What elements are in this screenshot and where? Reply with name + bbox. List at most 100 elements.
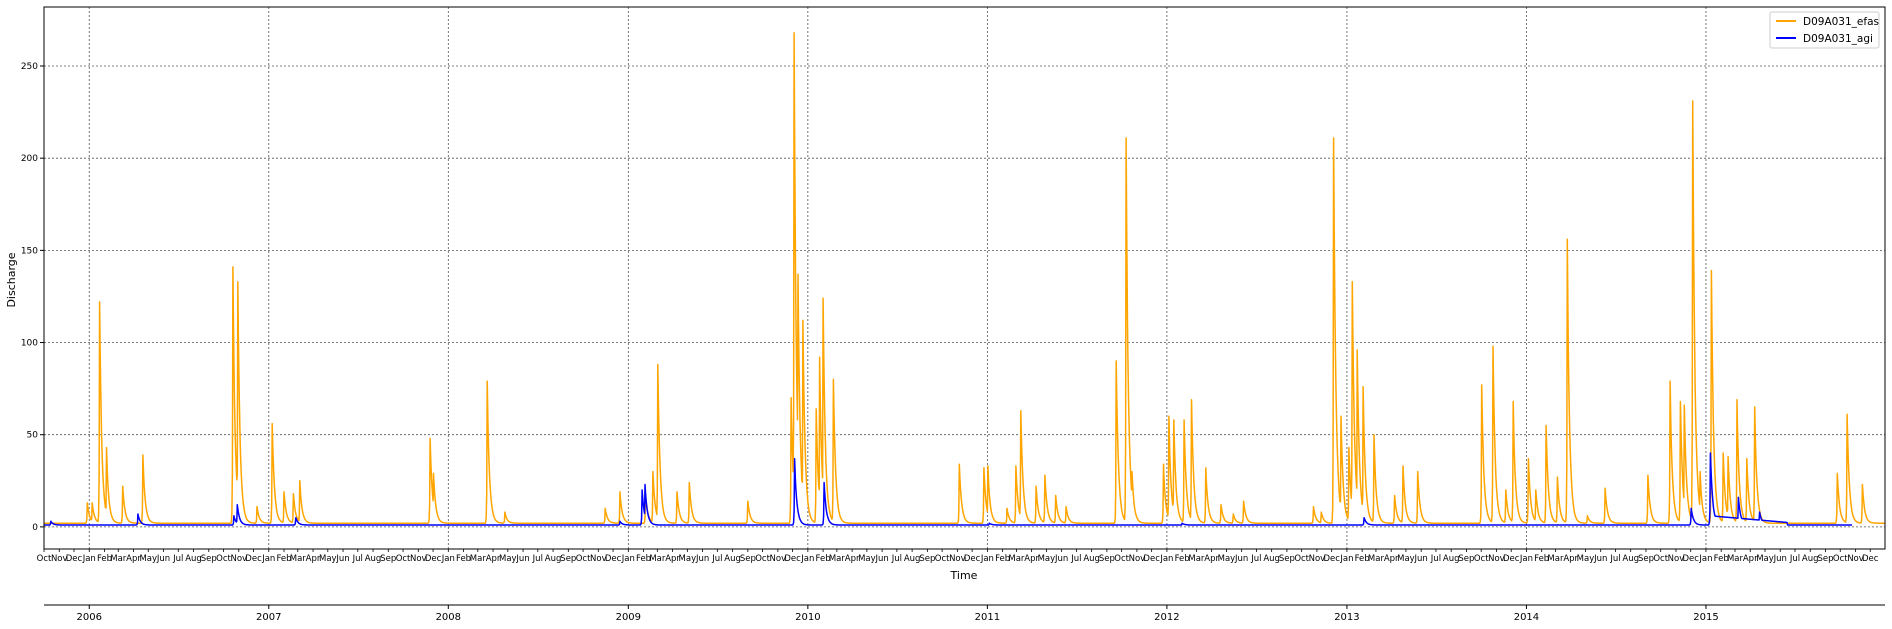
x-month-label: Jul: [1789, 554, 1800, 564]
x-month-label: Oct: [216, 554, 231, 564]
x-month-label: Sep: [560, 554, 576, 564]
x-month-label: Jan: [1698, 554, 1712, 564]
x-year-label: 2007: [256, 612, 281, 623]
x-month-label: Aug: [365, 554, 382, 564]
x-month-label: Aug: [1802, 554, 1819, 564]
x-month-label: Dec: [66, 554, 83, 564]
x-month-label: Jan: [980, 554, 994, 564]
x-month-label: Aug: [1083, 554, 1100, 564]
x-month-label: Sep: [1279, 554, 1295, 564]
x-month-label: Apr: [1024, 554, 1039, 564]
series-layer: [43, 32, 1886, 526]
x-month-label: Jul: [711, 554, 722, 564]
x-month-label: Jun: [515, 554, 529, 564]
x-month-label: Nov: [770, 554, 787, 564]
x-month-label: Jul: [891, 554, 902, 564]
x-month-label: Jul: [1430, 554, 1441, 564]
x-month-label: Nov: [1668, 554, 1685, 564]
x-month-label: May: [499, 554, 517, 564]
x-month-label: Nov: [590, 554, 607, 564]
legend-label-agi: D09A031_agi: [1803, 33, 1873, 45]
grid-lines: [44, 7, 1885, 549]
x-month-label: Nov: [1488, 554, 1505, 564]
x-year-label: 2014: [1514, 612, 1539, 623]
x-month-label: Sep: [380, 554, 396, 564]
x-month-label: Jun: [1234, 554, 1248, 564]
x-month-label: Mar: [110, 554, 127, 564]
y-axis-label: Discharge: [5, 252, 18, 307]
x-month-label: Jan: [441, 554, 455, 564]
x-month-label: Dec: [784, 554, 801, 564]
x-year-label: 2008: [436, 612, 461, 623]
x-month-label: Feb: [276, 554, 291, 564]
x-month-label: Oct: [1294, 554, 1309, 564]
x-month-label: May: [1756, 554, 1774, 564]
x-month-label: Nov: [230, 554, 247, 564]
x-month-label: May: [1038, 554, 1056, 564]
x-month-label: Jul: [1070, 554, 1081, 564]
x-month-label: Sep: [1817, 554, 1833, 564]
x-month-label: Mar: [1727, 554, 1744, 564]
x-month-label: Jan: [621, 554, 635, 564]
x-month-label: Aug: [1622, 554, 1639, 564]
x-month-label: Mar: [1547, 554, 1564, 564]
x-month-label: Mar: [290, 554, 307, 564]
x-month-label: Jul: [1250, 554, 1261, 564]
x-month-label: Oct: [396, 554, 411, 564]
x-month-label: Jan: [1519, 554, 1533, 564]
x-axis-years: 2006 2007 2008 2009 2010 2011 2012 2013 2014 2015: [77, 605, 1719, 623]
y-tick-label: 50: [27, 431, 39, 441]
x-month-label: Feb: [456, 554, 471, 564]
x-month-label: Jan: [800, 554, 814, 564]
x-year-label: 2010: [795, 612, 820, 623]
x-month-label: Aug: [904, 554, 921, 564]
x-month-label: Jun: [156, 554, 170, 564]
x-month-label: Dec: [1682, 554, 1699, 564]
x-month-label: Oct: [1114, 554, 1129, 564]
x-month-label: Nov: [1129, 554, 1146, 564]
x-month-label: Oct: [755, 554, 770, 564]
x-month-label: Apr: [1384, 554, 1399, 564]
legend-box: [1769, 11, 1880, 49]
x-month-label: Jun: [1054, 554, 1068, 564]
x-month-label: May: [679, 554, 697, 564]
x-month-label: Feb: [97, 554, 112, 564]
x-month-label: Dec: [605, 554, 622, 564]
x-month-label: Mar: [1008, 554, 1025, 564]
x-month-label: Nov: [51, 554, 68, 564]
x-month-label: Apr: [306, 554, 321, 564]
x-year-label: 2006: [77, 612, 102, 623]
x-month-label: Dec: [1323, 554, 1340, 564]
x-month-label: May: [1397, 554, 1415, 564]
x-month-label: Nov: [1309, 554, 1326, 564]
x-month-label: Aug: [545, 554, 562, 564]
x-month-label: Feb: [1355, 554, 1370, 564]
x-month-label: Apr: [1743, 554, 1758, 564]
x-month-label: Aug: [1263, 554, 1280, 564]
x-month-label: Nov: [1847, 554, 1864, 564]
x-month-label: Sep: [1099, 554, 1115, 564]
x-month-label: May: [858, 554, 876, 564]
x-month-label: Nov: [949, 554, 966, 564]
x-month-label: Sep: [1638, 554, 1654, 564]
x-axis-label: Time: [950, 569, 978, 582]
x-month-label: Jun: [1773, 554, 1787, 564]
x-month-label: Jan: [1339, 554, 1353, 564]
series-line-efas: [43, 32, 1886, 524]
x-month-label: Jul: [532, 554, 543, 564]
x-month-label: Apr: [1204, 554, 1219, 564]
x-year-label: 2013: [1334, 612, 1359, 623]
x-month-label: Apr: [126, 554, 141, 564]
x-month-label: Aug: [185, 554, 202, 564]
x-month-label: Dec: [964, 554, 981, 564]
x-month-label: Jul: [172, 554, 183, 564]
x-month-label: Apr: [1563, 554, 1578, 564]
x-month-label: Mar: [649, 554, 666, 564]
x-month-label: Jul: [352, 554, 363, 564]
x-month-label: Oct: [576, 554, 591, 564]
x-month-label: Jul: [1609, 554, 1620, 564]
x-month-label: Mar: [1368, 554, 1385, 564]
y-tick-label: 200: [21, 154, 38, 164]
